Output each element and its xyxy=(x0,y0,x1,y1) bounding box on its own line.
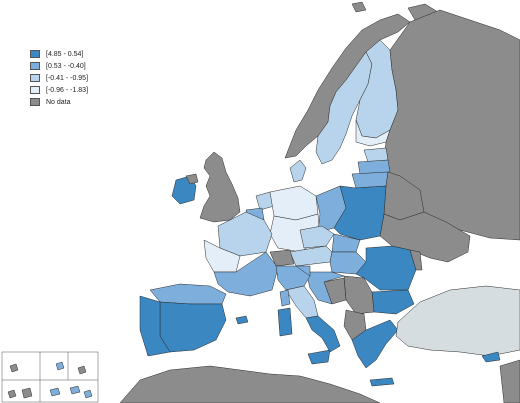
region-moldova xyxy=(409,249,423,271)
inset-boxes xyxy=(1,351,99,403)
region-balearics xyxy=(235,315,249,325)
legend-swatch xyxy=(30,62,40,70)
region-lithuania xyxy=(351,171,389,189)
region-cyprus xyxy=(481,351,501,363)
region-uk xyxy=(199,151,241,223)
region-croatia xyxy=(305,271,345,305)
legend-swatch xyxy=(30,86,40,94)
region-france-south xyxy=(213,251,279,297)
region-germany-north xyxy=(269,185,319,221)
legend-label: [-0.41 - -0.95] xyxy=(46,74,89,82)
region-denmark xyxy=(289,159,307,183)
legend-item: No data xyxy=(30,96,88,108)
region-northern-ireland xyxy=(185,173,199,185)
region-ukraine xyxy=(379,211,471,263)
region-near-east xyxy=(499,359,520,403)
region-crete xyxy=(369,377,395,387)
region-czechia xyxy=(299,225,335,249)
legend-swatch xyxy=(30,50,40,58)
region-greece xyxy=(351,319,399,369)
region-turkey xyxy=(395,285,520,357)
region-bulgaria xyxy=(371,289,415,315)
map-legend: [4.85 - 0.54] [0.53 - -0.40] [-0.41 - -0… xyxy=(30,48,88,108)
legend-label: No data xyxy=(46,98,71,106)
region-arctic-island xyxy=(351,1,367,13)
region-italy-south xyxy=(305,315,341,353)
region-portugal xyxy=(139,295,171,357)
region-romania xyxy=(355,245,417,291)
region-switzerland xyxy=(269,249,295,267)
region-sardinia xyxy=(277,307,293,337)
legend-item: [-0.41 - -0.95] xyxy=(30,72,88,84)
legend-label: [0.53 - -0.40] xyxy=(46,62,86,70)
region-latvia xyxy=(357,159,391,175)
legend-swatch xyxy=(30,98,40,106)
region-poland-east xyxy=(333,185,387,241)
region-estonia xyxy=(363,147,389,163)
region-sicily xyxy=(307,349,331,365)
legend-item: [4.85 - 0.54] xyxy=(30,48,88,60)
legend-label: [4.85 - 0.54] xyxy=(46,50,84,58)
legend-item: [-0.96 - -1.83] xyxy=(30,84,88,96)
legend-swatch xyxy=(30,74,40,82)
inset-islands xyxy=(7,361,93,399)
region-spain-north xyxy=(149,283,227,305)
region-corsica xyxy=(279,289,291,307)
region-north-africa xyxy=(119,365,381,403)
legend-item: [0.53 - -0.40] xyxy=(30,60,88,72)
region-spain-central xyxy=(159,301,227,353)
legend-label: [-0.96 - -1.83] xyxy=(46,86,89,94)
